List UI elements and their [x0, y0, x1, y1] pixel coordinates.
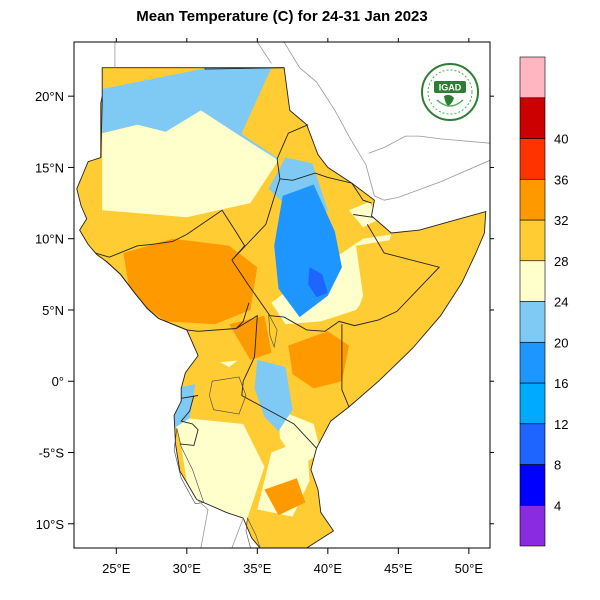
- colorbar-bin: [519, 504, 546, 547]
- y-tick-label: 10°N: [35, 232, 64, 247]
- x-tick-label: 40°E: [314, 561, 343, 576]
- colorbar-bin: [519, 219, 546, 262]
- temperature-region: [288, 331, 349, 389]
- temperature-region: [341, 217, 483, 403]
- colorbar-bin: [519, 56, 546, 99]
- y-tick-label: 5°N: [42, 303, 64, 318]
- colorbar-bin: [519, 301, 546, 343]
- temperature-region: [308, 267, 328, 298]
- x-tick-label: 30°E: [173, 561, 202, 576]
- colorbar-bin: [519, 341, 546, 384]
- colorbar-bin: [519, 138, 546, 180]
- colorbar-label: 20: [554, 335, 568, 350]
- colorbar-label: 8: [554, 458, 561, 473]
- colorbar-label: 40: [554, 132, 568, 147]
- colorbar-label: 32: [554, 213, 568, 228]
- colorbar-label: 36: [554, 172, 568, 187]
- colorbar-bin: [519, 97, 546, 139]
- y-tick-label: 10°S: [36, 517, 65, 532]
- colorbar-bin: [519, 260, 546, 302]
- temperature-field: [76, 67, 486, 548]
- x-tick-label: 25°E: [102, 561, 131, 576]
- temperature-region: [102, 110, 279, 225]
- colorbar-bin: [519, 423, 546, 465]
- colorbar: 4 8 12 16 20 24 28 32 36 40: [519, 56, 568, 547]
- country-borders: [76, 67, 487, 548]
- temperature-region: [123, 238, 258, 325]
- y-tick-label: 20°N: [35, 89, 64, 104]
- temperature-patch: [349, 201, 378, 228]
- colorbar-label: 24: [554, 295, 568, 310]
- colorbar-bin: [519, 464, 546, 506]
- colorbar-label: 16: [554, 376, 568, 391]
- colorbar-label: 4: [554, 498, 561, 513]
- outside-coastlines: [114, 42, 490, 548]
- colorbar-label: 12: [554, 417, 568, 432]
- colorbar-bin: [519, 382, 546, 425]
- colorbar-label: 28: [554, 254, 568, 269]
- x-tick-label: 35°E: [243, 561, 272, 576]
- x-tick-label: 45°E: [384, 561, 413, 576]
- y-tick-label: -5°S: [39, 446, 65, 461]
- logo-text: IGAD: [439, 83, 462, 93]
- temperature-region: [254, 359, 293, 432]
- temperature-region: [264, 478, 306, 516]
- temperature-region: [102, 67, 272, 137]
- y-tick-label: 15°N: [35, 160, 64, 175]
- x-tick-label: 50°E: [455, 561, 484, 576]
- temperature-patch: [172, 416, 265, 531]
- plot-frame: [73, 41, 491, 549]
- igad-logo: IGAD: [421, 63, 479, 121]
- map-title: Mean Temperature (C) for 24-31 Jan 2023: [136, 8, 428, 25]
- temperature-patch: [278, 409, 321, 467]
- y-tick-label: 0°: [52, 374, 64, 389]
- axis-ticks: 25°E 30°E 35°E 40°E 45°E 50°E 20°N 15°N 10°N 5°N 0…: [35, 38, 494, 576]
- colorbar-bin: [519, 178, 546, 221]
